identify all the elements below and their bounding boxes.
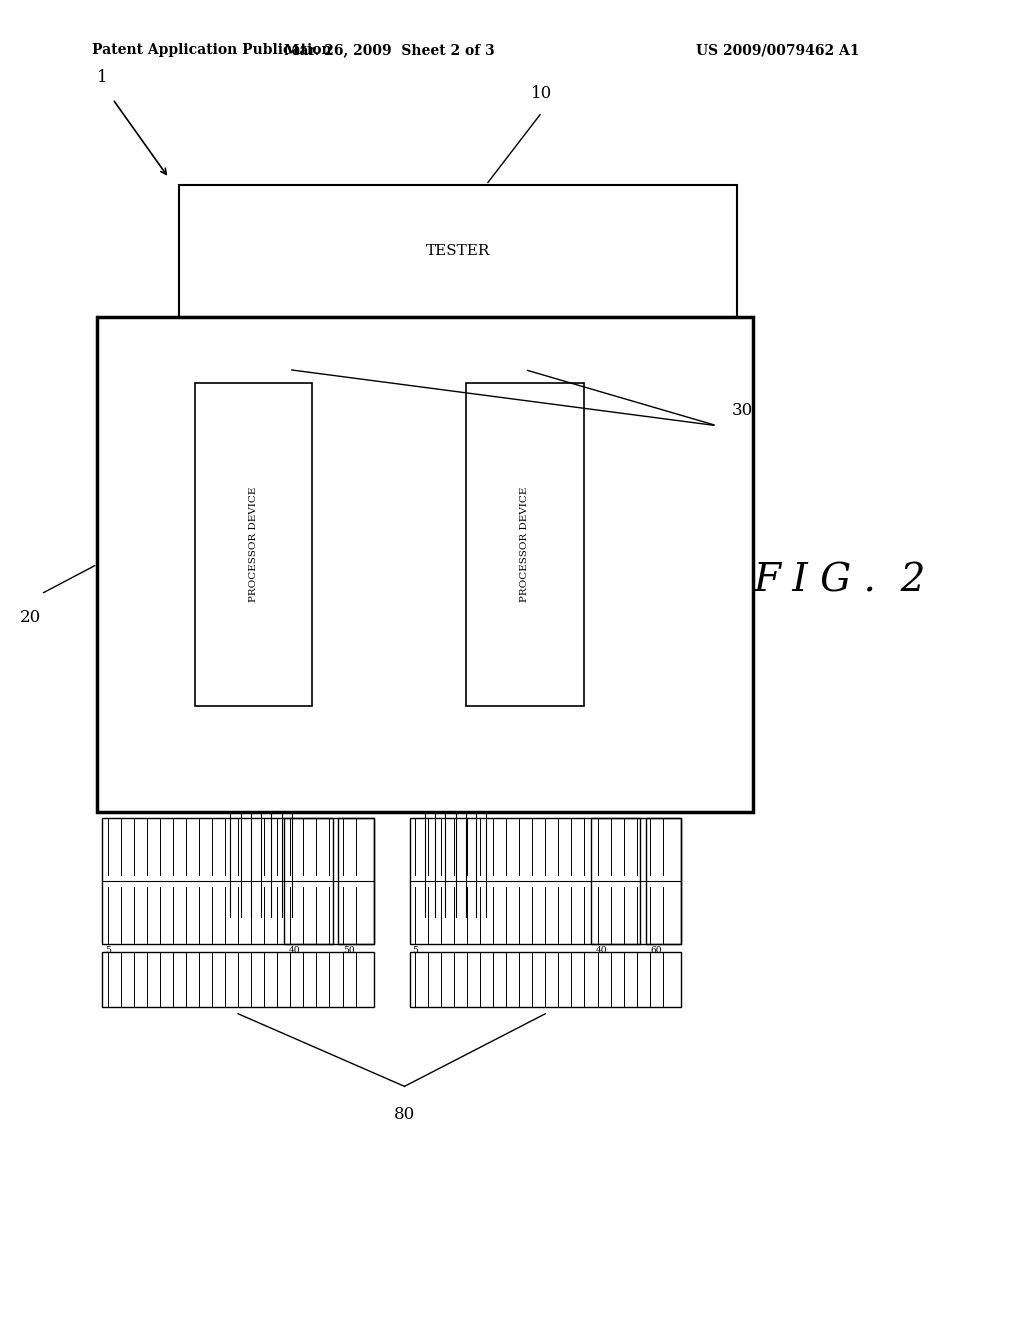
Text: 10: 10 [531, 84, 553, 102]
Text: 1: 1 [97, 69, 108, 86]
Text: 50: 50 [343, 946, 355, 956]
Text: TESTER: TESTER [426, 244, 490, 257]
Text: 30: 30 [732, 403, 754, 420]
Text: F I G .  2: F I G . 2 [754, 562, 926, 599]
Text: PROCESSOR DEVICE: PROCESSOR DEVICE [249, 487, 258, 602]
Bar [102, 952, 374, 1007]
Text: Patent Application Publication: Patent Application Publication [92, 44, 332, 57]
Text: Mar. 26, 2009  Sheet 2 of 3: Mar. 26, 2009 Sheet 2 of 3 [284, 44, 495, 57]
Bar [410, 952, 681, 1007]
Bar [285, 818, 333, 944]
Bar [102, 818, 374, 944]
Bar [97, 317, 753, 812]
Text: 5: 5 [105, 946, 112, 956]
Text: 40: 40 [596, 946, 607, 956]
Bar [195, 383, 312, 706]
Bar [339, 818, 374, 944]
Text: 5: 5 [413, 946, 419, 956]
Text: 20: 20 [20, 609, 41, 626]
Text: 60: 60 [650, 946, 662, 956]
Text: 40: 40 [289, 946, 300, 956]
Text: US 2009/0079462 A1: US 2009/0079462 A1 [696, 44, 860, 57]
Bar [646, 818, 681, 944]
Bar [466, 383, 584, 706]
Bar [179, 185, 737, 317]
Text: 80: 80 [394, 1106, 415, 1123]
Bar [410, 818, 681, 944]
Text: PROCESSOR DEVICE: PROCESSOR DEVICE [520, 487, 529, 602]
Bar [592, 818, 640, 944]
